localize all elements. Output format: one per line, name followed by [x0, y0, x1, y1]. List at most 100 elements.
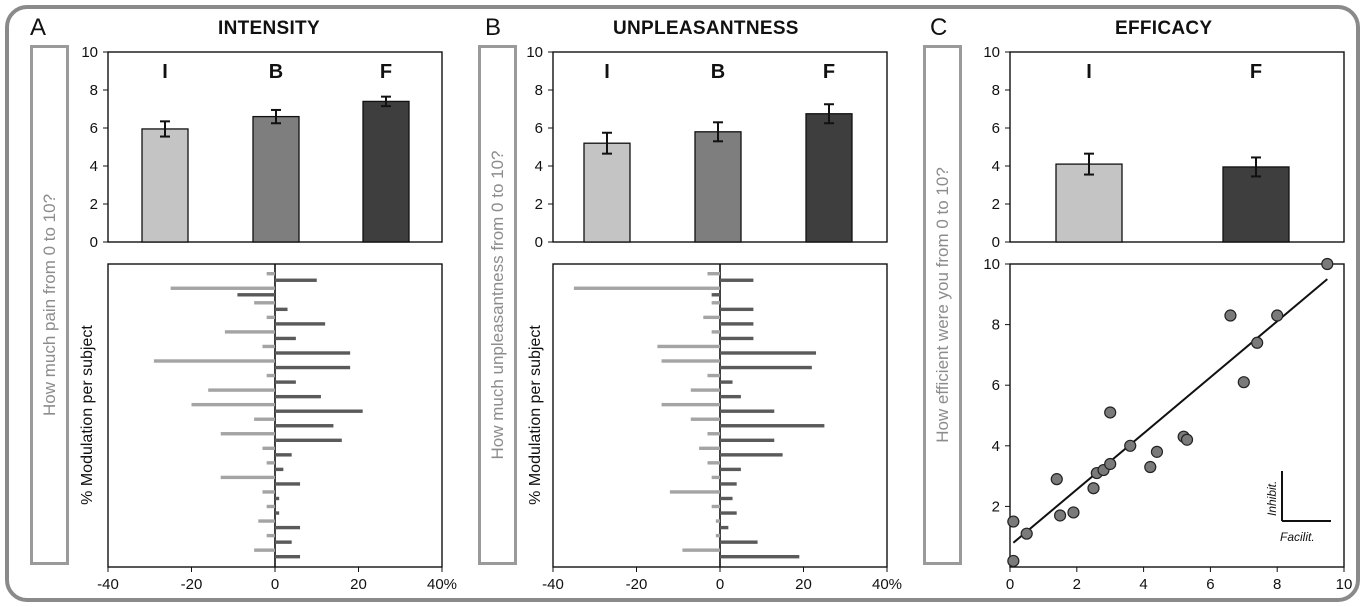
panel-a-modulation-chart-modulation-bar — [275, 380, 296, 384]
facilit-label: Facilit. — [1280, 530, 1315, 544]
panel-c-title: EFFICACY — [1115, 18, 1213, 39]
panel-b-modulation-chart-xtick-label: 20 — [795, 576, 812, 593]
panel-b-modulation-chart-modulation-bar — [661, 402, 720, 407]
panel-a-modulation-chart-modulation-bar — [275, 409, 363, 413]
panel-a-bar-chart-bar-B — [252, 115, 300, 243]
panel-c-scatter-chart-trendline — [1012, 278, 1328, 544]
panel-c-scatter-chart-plot-frame — [1009, 263, 1345, 568]
panel-a-modulation-chart-modulation-bar — [275, 278, 317, 282]
panel-a-modulation-chart-modulation-bar — [275, 394, 321, 399]
panel-b-modulation-chart-modulation-bar — [720, 467, 741, 472]
panel-c-scatter-chart-data-point — [1007, 515, 1020, 528]
panel-b-modulation-label: % Modulation per subject — [527, 325, 544, 505]
panel-b-modulation-chart-modulation-bar — [703, 315, 720, 320]
panel-a-modulation-chart-modulation-bar — [254, 301, 275, 305]
panel-a-modulation-chart-modulation-bar — [275, 525, 301, 530]
panel-b-modulation-chart-modulation-bar — [711, 330, 720, 334]
panel-a-modulation-chart-modulation-bar — [254, 548, 275, 552]
panel-c-scatter-chart-data-point — [1251, 336, 1264, 349]
panel-b-modulation-chart-xtick-label: 0 — [716, 576, 724, 593]
panel-b-bar-chart-category-label-F: F — [823, 61, 835, 83]
panel-c-scatter-chart-data-point — [1180, 433, 1194, 446]
panel-b-bar-chart-ytick-label: 0 — [535, 234, 543, 251]
panel-a-modulation-chart-modulation-bar — [275, 307, 288, 312]
panel-c-scatter-chart-data-point — [1124, 439, 1137, 452]
panel-b-bar-chart-ytick-label: 10 — [526, 44, 543, 61]
panel-b-question-box: How much unpleasantness from 0 to 10? — [478, 45, 517, 565]
panel-a-modulation-chart-modulation-bar — [275, 453, 292, 457]
panel-a-modulation-chart-modulation-bar — [262, 446, 275, 450]
panel-b-bar-chart-bar-F — [805, 113, 853, 243]
panel-b-bar-chart-ytick-label: 4 — [535, 158, 543, 175]
panel-b-modulation-chart-modulation-bar — [720, 380, 733, 384]
panel-b-modulation-chart-xtick-label: -40 — [542, 576, 564, 593]
panel-a-question-box: How much pain from 0 to 10? — [30, 45, 69, 565]
panel-b-modulation-chart-modulation-bar — [715, 533, 720, 538]
panel-b-modulation-chart-modulation-bar — [715, 519, 720, 523]
panel-a-modulation-chart-modulation-bar — [275, 482, 301, 486]
panel-b-modulation-chart-modulation-bar — [720, 322, 754, 326]
panel-b-modulation-chart-modulation-bar — [707, 272, 720, 276]
panel-a-bar-chart-ytick-label: 8 — [90, 82, 98, 99]
panel-b-modulation-chart-modulation-bar — [720, 525, 729, 530]
panel-c-bar-chart-ytick-label: 2 — [992, 196, 1000, 213]
panel-b-modulation-chart-modulation-bar — [690, 388, 720, 392]
panel-b-bar-chart-ytick-label: 6 — [535, 120, 543, 137]
panel-c-scatter-chart-ytick-label: 4 — [992, 438, 1000, 455]
panel-a-bar-chart-category-label-I: I — [162, 61, 168, 83]
panel-c-scatter-chart-xtick-label: 2 — [1073, 576, 1081, 593]
panel-b-modulation-chart-xtick-label: -20 — [626, 576, 648, 593]
panel-b-modulation-chart-modulation-bar — [711, 301, 720, 305]
panel-a-bar-chart-bar-F — [362, 100, 410, 243]
panel-b-modulation-chart-modulation-bar — [711, 475, 720, 480]
panel-a-modulation-chart-modulation-bar — [237, 293, 275, 297]
panel-c-scatter-chart-data-point — [1144, 460, 1157, 474]
panel-a-modulation-chart-modulation-bar — [275, 365, 351, 370]
panel-a-modulation-chart-modulation-bar — [191, 402, 275, 407]
panel-a-bar-chart-ytick-label: 0 — [90, 234, 98, 251]
panel-b-modulation-chart-modulation-bar — [707, 461, 720, 465]
panel-c-scatter-chart-xtick-label: 4 — [1139, 576, 1147, 593]
panel-b-modulation-chart-modulation-bar — [720, 278, 754, 282]
panel-a-bar-chart-bar-I — [141, 128, 189, 243]
panel-c-bar-chart-ytick-label: 4 — [992, 158, 1000, 175]
panel-b-modulation-chart-modulation-bar — [720, 453, 783, 457]
panel-b-title: UNPLEASANTNESS — [613, 18, 799, 39]
panel-b-bar-chart-category-label-B: B — [711, 61, 725, 83]
panel-c-scatter-chart-data-point — [1007, 554, 1020, 568]
panel-a-modulation-chart-modulation-bar — [208, 388, 275, 392]
panel-b-modulation-chart-modulation-bar — [720, 336, 754, 341]
panel-c-scatter-chart-data-point — [1224, 309, 1237, 322]
panel-a-modulation-chart-modulation-bar — [224, 330, 275, 334]
panel-c-bar-chart-category-label-I: I — [1086, 61, 1092, 83]
panel-c-scatter-chart-xtick-label: 10 — [1336, 576, 1353, 593]
panel-b-modulation-chart-modulation-bar — [690, 417, 720, 421]
panel-a-modulation-chart-modulation-bar — [266, 504, 275, 509]
panel-a-modulation-chart-modulation-bar — [153, 359, 275, 363]
panel-a-modulation-chart-xtick-label: 40% — [427, 576, 457, 593]
panel-a-modulation-chart-xtick-label: -40 — [97, 576, 119, 593]
panel-a-bar-chart-ytick-label: 6 — [90, 120, 98, 137]
panel-b-letter: B — [485, 14, 502, 41]
panel-c-bar-chart-category-label-F: F — [1250, 61, 1262, 83]
panel-b-modulation-chart-modulation-bar — [720, 438, 775, 442]
panel-a-modulation-chart-modulation-bar — [275, 438, 342, 442]
panel-c-scatter-chart-data-point — [1104, 406, 1117, 419]
panel-b-modulation-chart-modulation-bar — [720, 394, 741, 399]
panel-a-bar-chart-ytick-label: 10 — [81, 44, 98, 61]
panel-a-modulation-chart-modulation-bar — [266, 533, 275, 538]
panel-b-modulation-chart-modulation-bar — [720, 540, 758, 544]
panel-c-scatter-chart-data-point — [1271, 309, 1284, 322]
panel-b-bar-chart-ytick-label: 8 — [535, 82, 543, 99]
panel-c-bar-chart-ytick-label: 10 — [983, 44, 1000, 61]
panel-b-modulation-chart-modulation-bar — [720, 482, 737, 486]
panel-c-bar-chart-ytick-label: 0 — [992, 234, 1000, 251]
panel-a-modulation-chart-modulation-bar — [262, 490, 275, 494]
panel-c-bar-chart-bar-F — [1222, 166, 1290, 243]
panel-b-modulation-chart-modulation-bar — [682, 548, 720, 552]
panel-a-modulation-chart-modulation-bar — [275, 496, 280, 501]
panel-b-bar-chart-bar-B — [694, 131, 742, 243]
panel-a-modulation-chart-modulation-bar — [258, 519, 275, 523]
panel-a-modulation-chart-modulation-bar — [170, 286, 275, 290]
panel-b-modulation-chart-modulation-bar — [699, 446, 720, 450]
